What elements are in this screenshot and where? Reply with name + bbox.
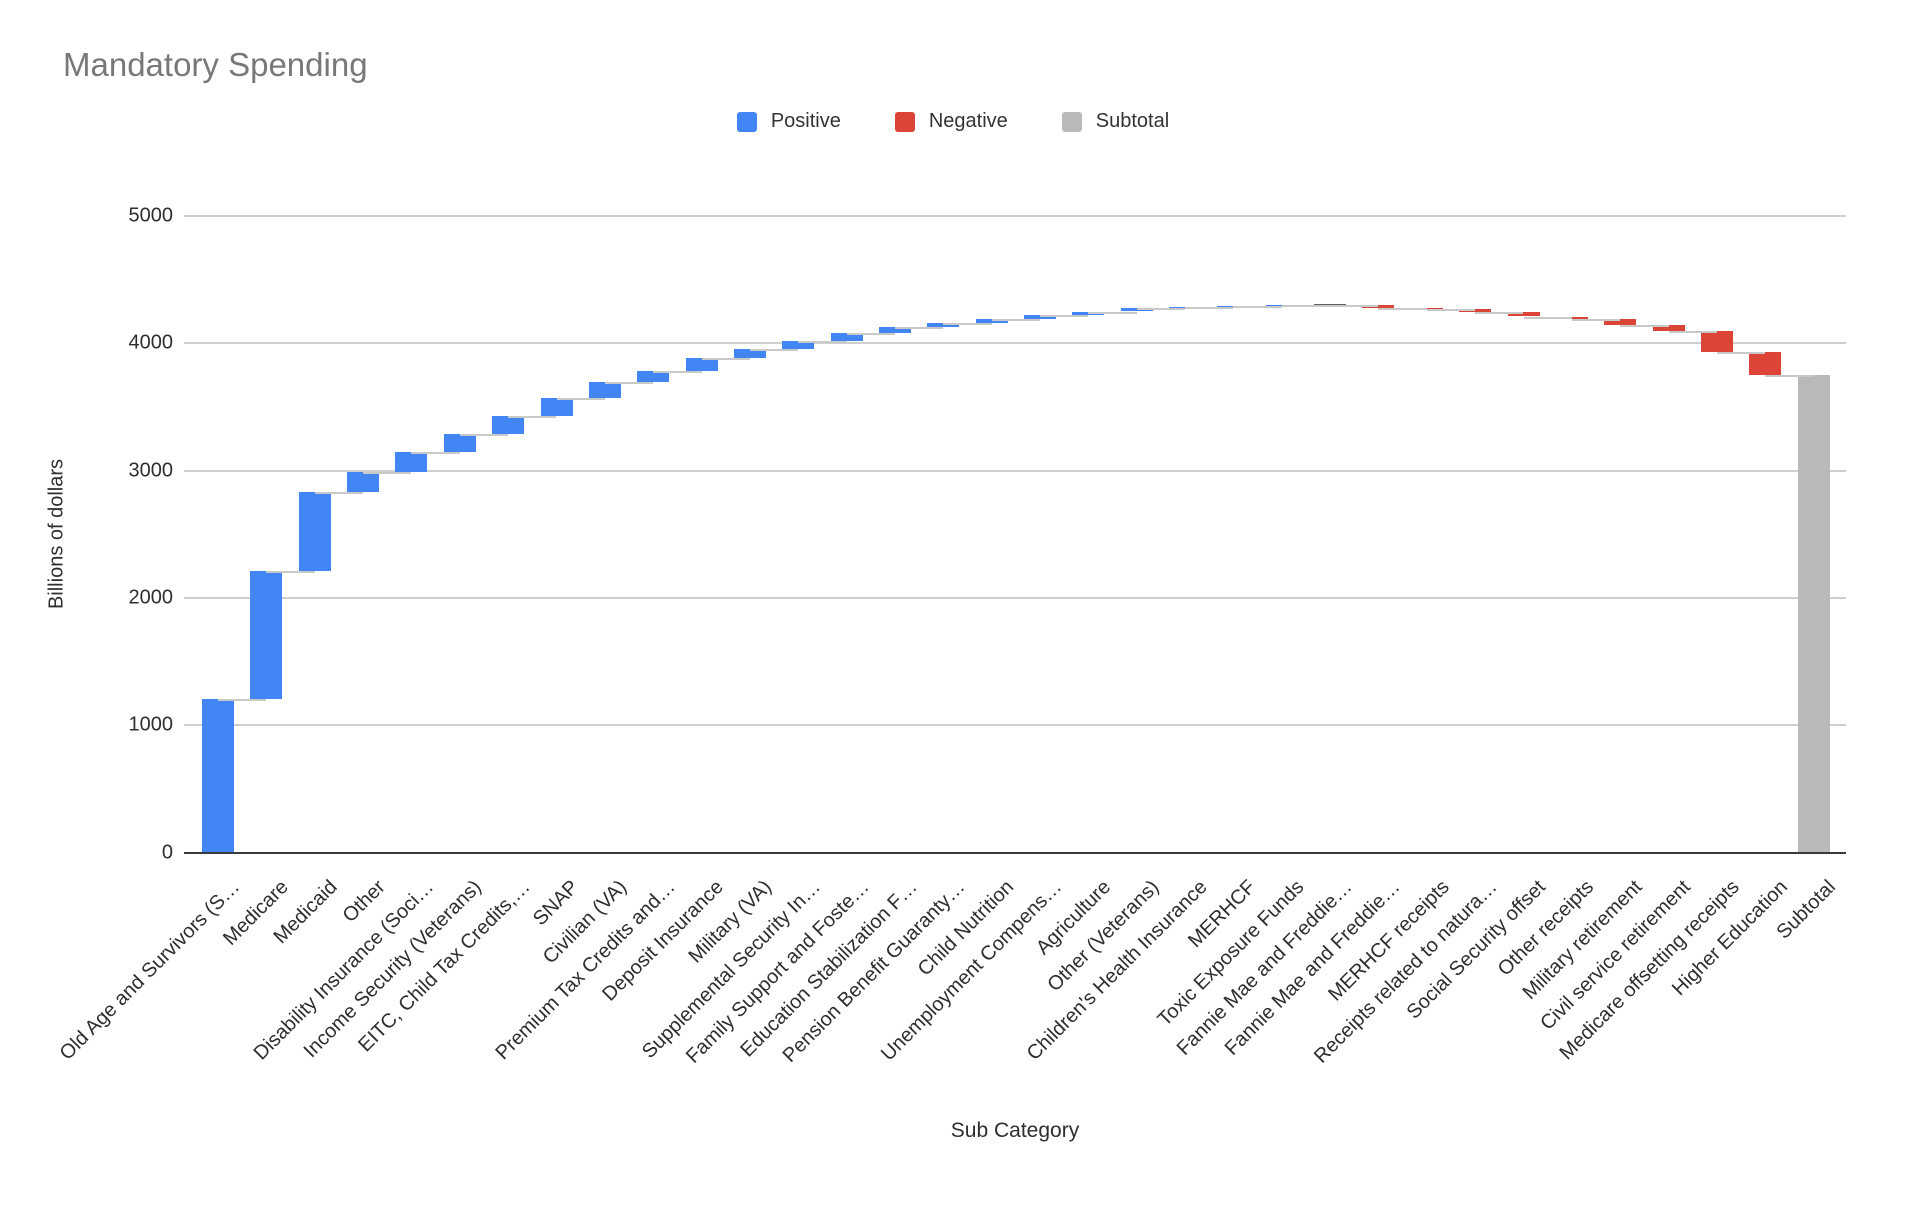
- connector-line: [1716, 352, 1766, 355]
- connector-line: [556, 398, 605, 401]
- connector-line: [1523, 316, 1572, 319]
- connector-line: [653, 370, 702, 373]
- connector-line: [1233, 305, 1282, 308]
- waterfall-bar[interactable]: [1604, 319, 1637, 326]
- waterfall-bar[interactable]: [395, 452, 428, 472]
- connector-line: [508, 415, 557, 418]
- connector-line: [1765, 374, 1814, 377]
- gridline: [184, 724, 1846, 727]
- legend-item-negative: Negative: [894, 110, 1008, 133]
- connector-line: [943, 322, 992, 325]
- connector-line: [1088, 311, 1137, 314]
- waterfall-bar[interactable]: [733, 348, 766, 358]
- connector-line: [1378, 307, 1427, 310]
- connector-line: [1475, 311, 1524, 314]
- waterfall-bar[interactable]: [830, 332, 863, 341]
- connector-line: [701, 358, 750, 360]
- connector-line: [1571, 319, 1621, 322]
- positive-swatch-icon: [736, 111, 757, 132]
- y-axis-tick-label: 3000: [128, 459, 174, 482]
- waterfall-bar[interactable]: [685, 358, 718, 371]
- waterfall-bar[interactable]: [250, 571, 283, 699]
- legend-item-subtotal: Subtotal: [1061, 110, 1170, 133]
- connector-line: [314, 491, 364, 494]
- connector-line: [991, 319, 1040, 322]
- gridline: [184, 342, 1846, 345]
- legend-label-subtotal: Subtotal: [1095, 110, 1170, 132]
- waterfall-bar[interactable]: [782, 340, 815, 349]
- x-axis-baseline: [184, 851, 1846, 854]
- legend-item-positive: Positive: [736, 110, 841, 133]
- subtotal-swatch-icon: [1061, 111, 1082, 132]
- waterfall-bar[interactable]: [1652, 325, 1685, 331]
- waterfall-bar[interactable]: [588, 382, 621, 399]
- connector-line: [894, 326, 944, 329]
- legend-label-positive: Positive: [770, 110, 841, 132]
- gridline: [184, 215, 1846, 217]
- waterfall-bar[interactable]: [878, 326, 911, 333]
- waterfall-bar[interactable]: [1507, 311, 1540, 317]
- waterfall-bar[interactable]: [927, 322, 960, 327]
- connector-line: [1136, 308, 1186, 311]
- connector-line: [846, 332, 895, 335]
- y-axis-title: Billions of dollars: [45, 458, 68, 610]
- waterfall-bar[interactable]: [298, 491, 331, 572]
- waterfall-bar[interactable]: [492, 415, 525, 434]
- connector-line: [1620, 325, 1669, 328]
- y-axis-tick-label: 1000: [128, 713, 174, 736]
- connector-line: [1668, 330, 1717, 333]
- waterfall-bar[interactable]: [202, 698, 234, 853]
- connector-line: [1040, 315, 1089, 318]
- x-axis-title: Sub Category: [950, 1119, 1080, 1142]
- waterfall-bar-subtotal[interactable]: [1797, 374, 1830, 853]
- connector-line: [218, 698, 267, 701]
- legend: Positive Negative Subtotal: [0, 110, 1906, 133]
- waterfall-bar[interactable]: [1700, 330, 1733, 353]
- waterfall-bar[interactable]: [1024, 315, 1056, 320]
- legend-label-negative: Negative: [928, 110, 1008, 132]
- waterfall-bar[interactable]: [1362, 305, 1395, 308]
- x-axis-category-label: Old Age and Survivors (S…: [56, 876, 245, 1065]
- waterfall-bar[interactable]: [637, 370, 670, 383]
- connector-line: [266, 571, 315, 574]
- negative-swatch-icon: [894, 111, 915, 132]
- gridline: [184, 597, 1846, 599]
- y-axis-tick-label: 5000: [128, 204, 174, 227]
- connector-line: [604, 382, 654, 385]
- gridline: [184, 469, 1846, 472]
- connector-line: [1330, 305, 1379, 308]
- connector-line: [363, 472, 412, 474]
- connector-line: [798, 340, 847, 343]
- chart-title: Mandatory Spending: [63, 46, 368, 83]
- waterfall-bar[interactable]: [347, 472, 380, 492]
- waterfall-bar[interactable]: [540, 398, 573, 416]
- y-axis-tick-label: 0: [161, 841, 173, 864]
- connector-line: [1281, 305, 1331, 308]
- connector-line: [749, 348, 799, 351]
- waterfall-bar[interactable]: [1749, 352, 1782, 375]
- connector-line: [1426, 308, 1476, 311]
- connector-line: [1185, 307, 1234, 310]
- waterfall-bar[interactable]: [443, 433, 476, 453]
- y-axis-tick-label: 4000: [128, 331, 174, 354]
- connector-line: [459, 433, 509, 436]
- connector-line: [411, 452, 460, 455]
- y-axis-tick-label: 2000: [128, 586, 174, 609]
